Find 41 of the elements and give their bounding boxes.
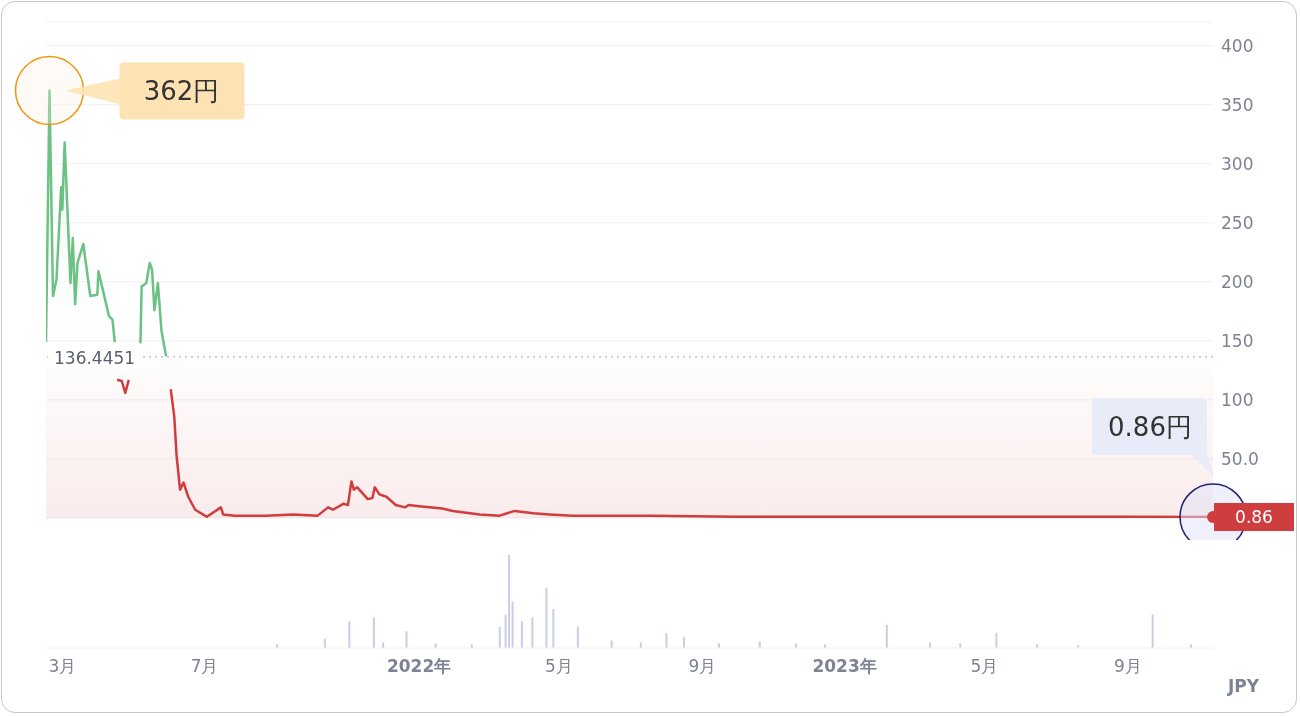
y-tick-label: 100 xyxy=(1221,389,1254,410)
bar xyxy=(498,626,501,648)
bar xyxy=(405,631,408,648)
x-axis-title: JPY xyxy=(1228,676,1260,696)
y-tick-label: 150 xyxy=(1221,330,1254,351)
bar xyxy=(665,633,668,648)
bar xyxy=(372,617,375,648)
x-tick-label: 2022年 xyxy=(386,656,452,676)
x-tick-label: 2023年 xyxy=(812,656,877,676)
ref-line-label: 136.4451 xyxy=(54,347,136,368)
bar xyxy=(682,636,685,648)
y-tick-label: 50.0 xyxy=(1221,448,1259,469)
x-tick-label: 5月 xyxy=(970,656,999,676)
bar xyxy=(531,617,534,648)
x-tick-label: 5月 xyxy=(545,656,573,676)
y-tick-label: 250 xyxy=(1221,212,1254,233)
bar xyxy=(576,626,579,648)
x-tick-label: 3月 xyxy=(48,656,77,676)
bar xyxy=(382,642,385,648)
bar xyxy=(639,642,642,648)
bar xyxy=(1151,614,1154,648)
bar xyxy=(545,587,548,648)
y-tick-label: 400 xyxy=(1221,35,1254,56)
bar xyxy=(928,642,931,648)
bar xyxy=(348,621,351,648)
bar xyxy=(885,624,888,648)
annotation: 0.86 xyxy=(1235,506,1273,527)
y-tick-label: 200 xyxy=(1221,271,1254,292)
x-tick-label: 9月 xyxy=(1113,656,1142,676)
y-tick-label: 350 xyxy=(1221,94,1254,115)
y-tick-label: 300 xyxy=(1221,153,1254,174)
bar xyxy=(552,608,555,648)
bar xyxy=(508,555,511,648)
bar xyxy=(511,601,514,648)
x-tick-label: 9月 xyxy=(688,656,717,676)
x-tick-label: 7月 xyxy=(190,656,219,676)
annotation: 0.86円 xyxy=(1108,411,1192,442)
bar xyxy=(995,633,998,648)
bar xyxy=(520,621,523,648)
bar xyxy=(758,641,761,648)
annotation: 362円 xyxy=(143,76,220,107)
